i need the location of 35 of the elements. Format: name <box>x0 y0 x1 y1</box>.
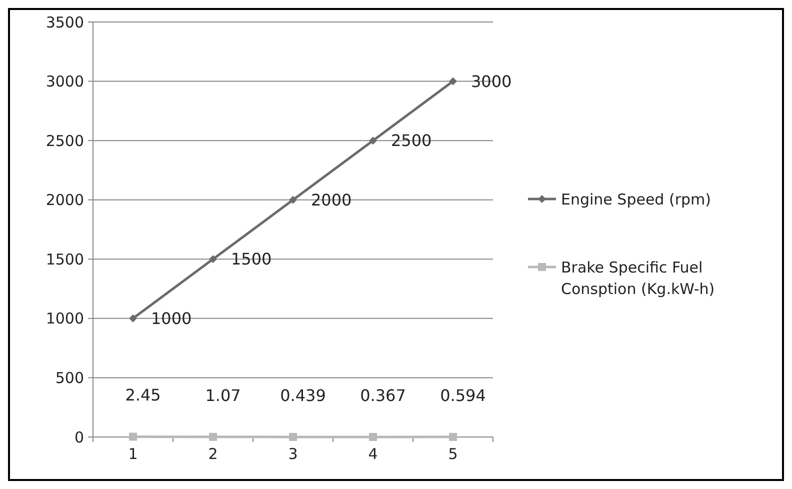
data-label: 1500 <box>231 250 272 269</box>
point <box>369 136 377 145</box>
y-tick-label: 3500 <box>46 13 84 32</box>
point <box>449 77 457 86</box>
x-tick-label: 4 <box>368 445 378 463</box>
point <box>289 432 297 441</box>
point <box>289 196 297 204</box>
y-tick-label: 0 <box>74 428 84 446</box>
y-tick-label: 2000 <box>46 191 84 210</box>
y-tick-label: 3000 <box>46 72 84 91</box>
y-tick-label: 1500 <box>46 250 84 268</box>
point <box>129 432 137 441</box>
y-tick-label: 500 <box>55 368 84 387</box>
x-tick-label: 3 <box>288 445 298 463</box>
point <box>449 432 457 441</box>
data-label: 2000 <box>311 190 352 210</box>
y-tick-label: 2500 <box>46 132 84 150</box>
data-label: 0.439 <box>280 386 326 405</box>
data-label: 1000 <box>151 309 192 328</box>
point <box>209 432 217 441</box>
x-tick-label: 2 <box>208 445 218 463</box>
point <box>129 314 137 322</box>
y-tick-label: 1000 <box>46 310 84 328</box>
x-tick-label: 1 <box>128 445 138 463</box>
data-label: 2500 <box>391 131 432 150</box>
point <box>209 255 217 264</box>
x-tick-label: 5 <box>448 445 458 463</box>
point <box>369 432 377 441</box>
data-label: 0.367 <box>360 386 406 405</box>
data-label: 0.594 <box>440 386 486 405</box>
data-label: 2.45 <box>125 386 161 405</box>
legend-label: Brake Specific Fuel Consption (Kg.kW-h) <box>561 258 715 298</box>
legend-label: Engine Speed (rpm) <box>561 190 711 208</box>
data-label: 3000 <box>471 72 512 91</box>
data-label: 1.07 <box>205 386 241 405</box>
